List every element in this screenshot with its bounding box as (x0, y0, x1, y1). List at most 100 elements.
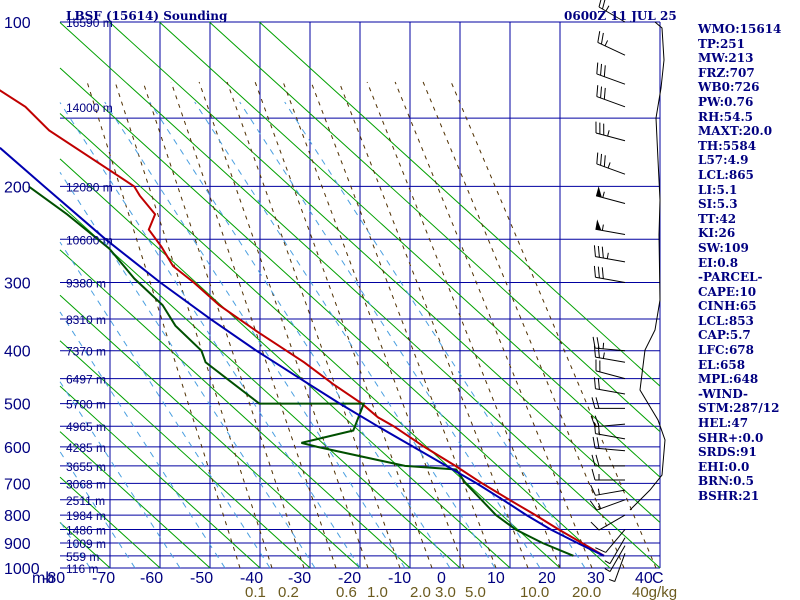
temperature-tick-label: -50 (190, 570, 213, 587)
pressure-tick-label: 700 (4, 476, 31, 493)
barb-flag (593, 377, 596, 389)
dry-adiabat (59, 522, 111, 569)
height-label: 5700 m (66, 398, 106, 412)
barb-staff (598, 6, 626, 23)
series-layer (0, 89, 605, 557)
barb-flag (600, 86, 603, 98)
index-item: RH:54.5 (698, 109, 753, 124)
mixing-ratio-line (59, 381, 181, 569)
barb-half-flag (608, 578, 615, 582)
barb-pennant (596, 186, 602, 198)
index-item: L57:4.9 (698, 153, 749, 168)
height-label: 10600 m (66, 233, 113, 247)
barb-staff (609, 545, 626, 572)
pressure-unit-label: mb (32, 570, 54, 587)
index-item: MPL:648 (698, 372, 759, 387)
height-label: 3068 m (66, 477, 106, 491)
wind-barb (604, 537, 626, 565)
wind-barb (593, 345, 626, 363)
barb-flag (597, 422, 600, 435)
height-label: 4965 m (66, 420, 106, 434)
barb-flag (593, 345, 596, 358)
barb-flag (601, 246, 604, 259)
index-item: MAXT:20.0 (698, 124, 773, 139)
barb-half-flag (607, 130, 610, 137)
dry-adiabat (59, 385, 261, 569)
mixing-ratio-line (149, 101, 451, 569)
index-item: TH:5584 (698, 138, 757, 153)
barb-half-flag (605, 5, 610, 12)
temperature-tick-label: -70 (92, 570, 115, 587)
moist-adiabat (170, 81, 337, 569)
index-item: -PARCEL- (698, 270, 763, 285)
wind-barb (596, 152, 626, 175)
barb-flag (597, 31, 601, 43)
height-label: 7370 m (66, 345, 106, 359)
height-label: 4285 m (66, 441, 106, 455)
grid-layer (59, 21, 661, 569)
pressure-tick-label: 100 (4, 15, 31, 32)
barb-staff (595, 388, 626, 395)
moist-adiabat (114, 81, 273, 569)
wind-barb (593, 265, 626, 284)
barb-staff (595, 433, 626, 440)
barb-staff (595, 356, 626, 363)
barb-half-flag (606, 252, 609, 259)
moist-adiabat (86, 81, 241, 569)
index-item: KI:26 (698, 226, 736, 241)
index-item: FRZ:707 (698, 65, 755, 80)
index-item: STM:287/12 (698, 401, 780, 416)
wind-barb (590, 514, 626, 531)
height-label: 12080 m (66, 180, 113, 194)
barb-half-flag (602, 352, 605, 359)
wind-barb (595, 121, 626, 142)
index-item: EHI:0.0 (698, 459, 750, 474)
barb-staff (596, 73, 626, 85)
moist-adiabat (422, 81, 625, 569)
dry-adiabat (59, 158, 511, 569)
barb-half-flag (602, 342, 605, 349)
barb-flag (595, 547, 606, 553)
barb-flag (592, 436, 596, 449)
mixing-ratio-line (284, 101, 586, 569)
wind-barb (596, 85, 626, 108)
barb-flag (597, 378, 600, 390)
mixing-ratio-tick-label: 5.0 (465, 584, 486, 600)
barb-flag (596, 85, 599, 97)
height-label: 14000 m (66, 101, 113, 115)
temperature-tick-label: C (652, 570, 664, 587)
wind-barb (593, 245, 626, 263)
index-item: HEL:47 (698, 416, 749, 431)
dry-adiabat (159, 21, 661, 478)
temperature-tick-label: 0 (437, 570, 446, 587)
moist-adiabat (142, 81, 305, 569)
barb-flag (591, 454, 596, 466)
mixing-ratio-line (59, 311, 226, 569)
barb-flag (601, 0, 606, 10)
wind-barb (595, 529, 626, 553)
index-item: CAPE:10 (698, 284, 757, 299)
height-label: 3655 m (66, 460, 106, 474)
dry-adiabat (59, 67, 611, 569)
mixing-ratio-tick-label: 0.2 (278, 584, 299, 600)
barb-flag (596, 152, 599, 164)
barb-flag (595, 454, 600, 466)
height-label: 8310 m (66, 313, 106, 327)
height-label: 1486 m (66, 523, 106, 537)
pressure-tick-label: 1000 (4, 561, 40, 578)
dry-adiabat (59, 431, 211, 569)
temperature-tick-label: 40 (635, 570, 653, 587)
barb-staff (595, 132, 626, 142)
dry-adiabat (59, 113, 561, 569)
barb-staff (595, 447, 626, 452)
barb-flag (600, 153, 603, 166)
height-label: 6497 m (66, 373, 106, 387)
dry-adiabat (109, 21, 661, 523)
height-label: 1009 m (66, 537, 106, 551)
barb-staff (609, 537, 626, 564)
barb-staff (595, 276, 626, 284)
pressure-tick-label: 600 (4, 440, 31, 457)
index-item: TP:251 (698, 36, 746, 51)
barb-half-flag (604, 40, 609, 47)
